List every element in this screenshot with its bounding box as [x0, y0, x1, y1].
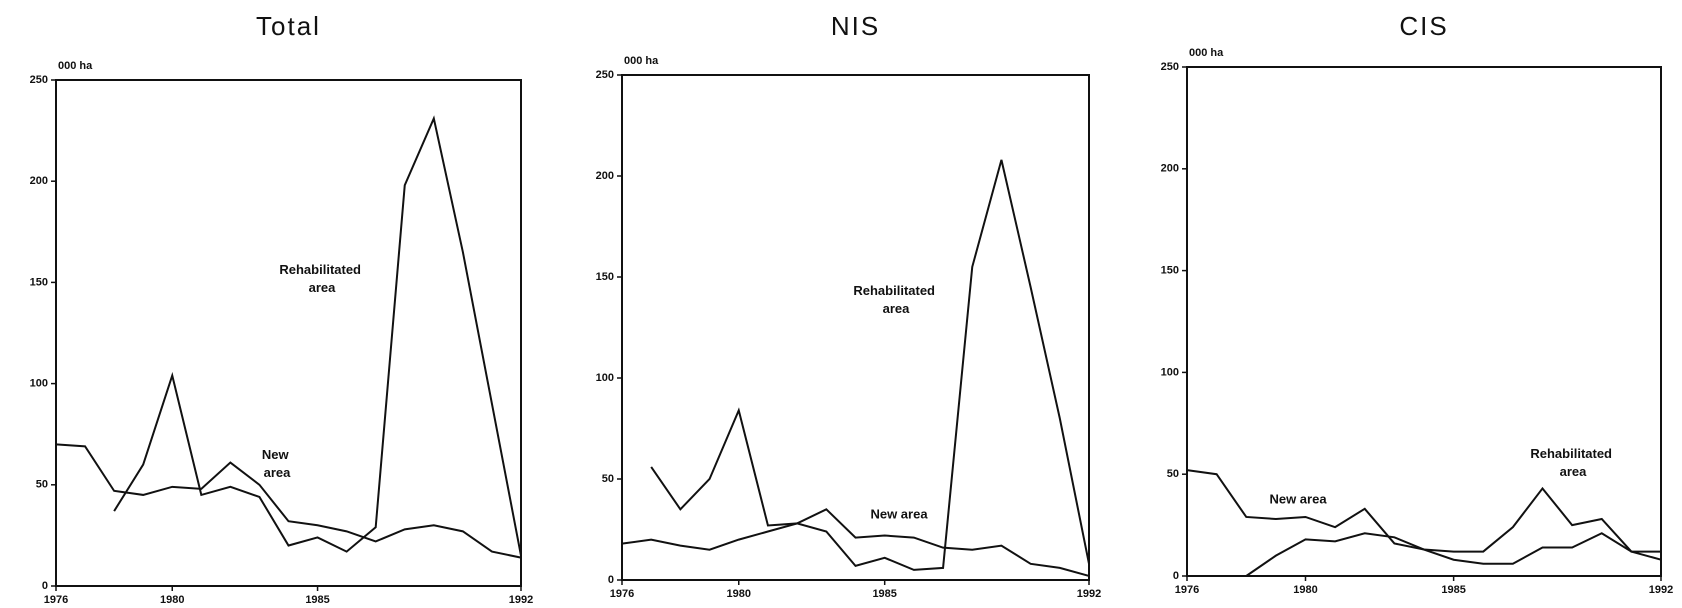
series-label-line: area — [1560, 464, 1588, 479]
y-axis-label: 000 ha — [624, 55, 659, 67]
x-tick-label: 1976 — [610, 588, 634, 600]
series-label-line: Rehabilitated — [279, 262, 364, 277]
series-label-line: Rehabilitated — [1530, 446, 1615, 461]
series-label: New area — [870, 506, 928, 521]
plot-frame — [1186, 66, 1662, 577]
data-line — [1245, 532, 1662, 577]
data-line — [55, 443, 522, 559]
y-tick-label: 150 — [1161, 265, 1179, 277]
x-tick-label: 1980 — [727, 588, 751, 600]
series-label-line: area — [883, 301, 911, 316]
y-tick-label: 200 — [596, 170, 614, 182]
x-tick-label: 1985 — [1441, 584, 1465, 596]
series-label-line: area — [309, 280, 337, 295]
y-tick-label: 150 — [30, 276, 48, 288]
series-label: New area — [1269, 491, 1327, 506]
plot-frame — [55, 79, 522, 587]
y-tick-label: 250 — [596, 69, 614, 81]
y-tick-label: 0 — [42, 580, 48, 592]
series-label: Rehabilitated area — [279, 262, 364, 295]
y-tick-label: 0 — [1173, 570, 1179, 582]
series-label-line: Rehabilitated — [853, 283, 938, 298]
x-tick-label: 1985 — [305, 594, 329, 606]
y-tick-label: 200 — [1161, 163, 1179, 175]
y-axis-label: 000 ha — [1189, 47, 1224, 59]
y-tick-label: 50 — [1167, 468, 1179, 480]
y-tick-label: 250 — [30, 74, 48, 86]
y-tick-label: 50 — [602, 473, 614, 485]
series-label-line: area — [264, 465, 292, 480]
x-tick-label: 1976 — [1175, 584, 1199, 596]
data-line — [650, 159, 1090, 571]
series-label-line: New — [262, 447, 292, 462]
x-tick-label: 1992 — [1649, 584, 1673, 596]
x-tick-label: 1980 — [1293, 584, 1317, 596]
x-tick-label: 1992 — [509, 594, 533, 606]
series-label: Rehabilitated area — [853, 283, 938, 316]
x-tick-label: 1976 — [44, 594, 68, 606]
y-tick-label: 100 — [30, 378, 48, 390]
y-tick-label: 250 — [1161, 61, 1179, 73]
series-label: New area — [262, 447, 292, 480]
data-line — [113, 115, 522, 556]
y-tick-label: 0 — [608, 574, 614, 586]
y-tick-label: 200 — [30, 175, 48, 187]
data-line — [621, 508, 1090, 577]
x-tick-label: 1980 — [160, 594, 184, 606]
y-tick-label: 100 — [596, 372, 614, 384]
chart-title: NIS — [831, 11, 880, 41]
x-tick-label: 1992 — [1077, 588, 1101, 600]
y-tick-label: 150 — [596, 271, 614, 283]
plot-frame — [621, 74, 1090, 581]
y-axis-label: 000 ha — [58, 60, 93, 72]
x-tick-label: 1985 — [872, 588, 896, 600]
chart-title: Total — [256, 11, 321, 41]
series-label: Rehabilitated area — [1530, 446, 1615, 479]
chart-title: CIS — [1399, 11, 1448, 41]
y-tick-label: 100 — [1161, 366, 1179, 378]
y-tick-label: 50 — [36, 479, 48, 491]
